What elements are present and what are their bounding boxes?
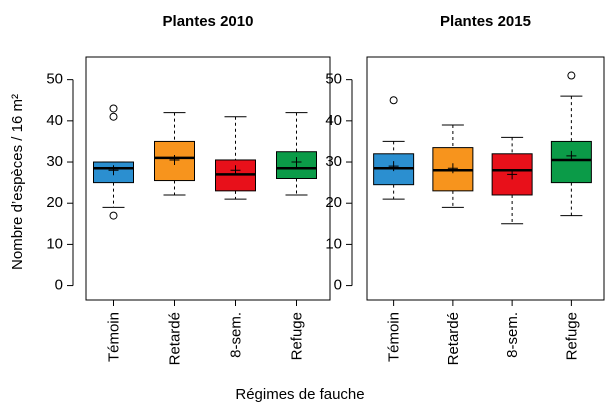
y-tick-label: 40 [325, 112, 342, 129]
y-tick-label: 10 [325, 235, 342, 252]
x-tick-label: Retardé [166, 312, 183, 365]
y-tick-label: 10 [46, 235, 63, 252]
box [550, 140, 592, 184]
y-axis-label: Nombre d’espèces / 16 m² [9, 94, 26, 270]
x-tick-label: Témoin [105, 312, 122, 362]
y-tick-label: 0 [55, 277, 63, 294]
x-tick-label: Refuge [563, 312, 580, 360]
outlier [567, 71, 576, 80]
x-tick-label: Retardé [445, 312, 462, 365]
outlier [109, 104, 118, 113]
mean-marker [230, 165, 241, 176]
mean-marker [447, 163, 458, 174]
x-axis-label: Régimes de fauche [235, 386, 364, 403]
plot-frame [366, 56, 605, 301]
y-tick-label: 0 [334, 277, 342, 294]
mean-marker [507, 169, 518, 180]
y-tick-label: 30 [46, 153, 63, 170]
x-tick-label: Témoin [386, 312, 403, 362]
plot-frame [85, 56, 331, 301]
y-tick-label: 50 [46, 71, 63, 88]
y-tick-label: 20 [325, 194, 342, 211]
chart-title: Plantes 2010 [163, 13, 254, 30]
mean-marker [291, 157, 302, 168]
outlier [389, 96, 398, 105]
outlier [109, 112, 118, 121]
y-tick-label: 30 [325, 153, 342, 170]
y-tick-label: 20 [46, 194, 63, 211]
y-tick-label: 50 [325, 71, 342, 88]
mean-marker [388, 161, 399, 172]
mean-marker [169, 154, 180, 165]
outlier [109, 211, 118, 220]
mean-marker [108, 165, 119, 176]
x-tick-label: 8-sem. [504, 312, 521, 358]
x-tick-label: 8-sem. [227, 312, 244, 358]
chart-title: Plantes 2015 [440, 13, 531, 30]
mean-marker [566, 150, 577, 161]
x-tick-label: Refuge [288, 312, 305, 360]
y-tick-label: 40 [46, 112, 63, 129]
